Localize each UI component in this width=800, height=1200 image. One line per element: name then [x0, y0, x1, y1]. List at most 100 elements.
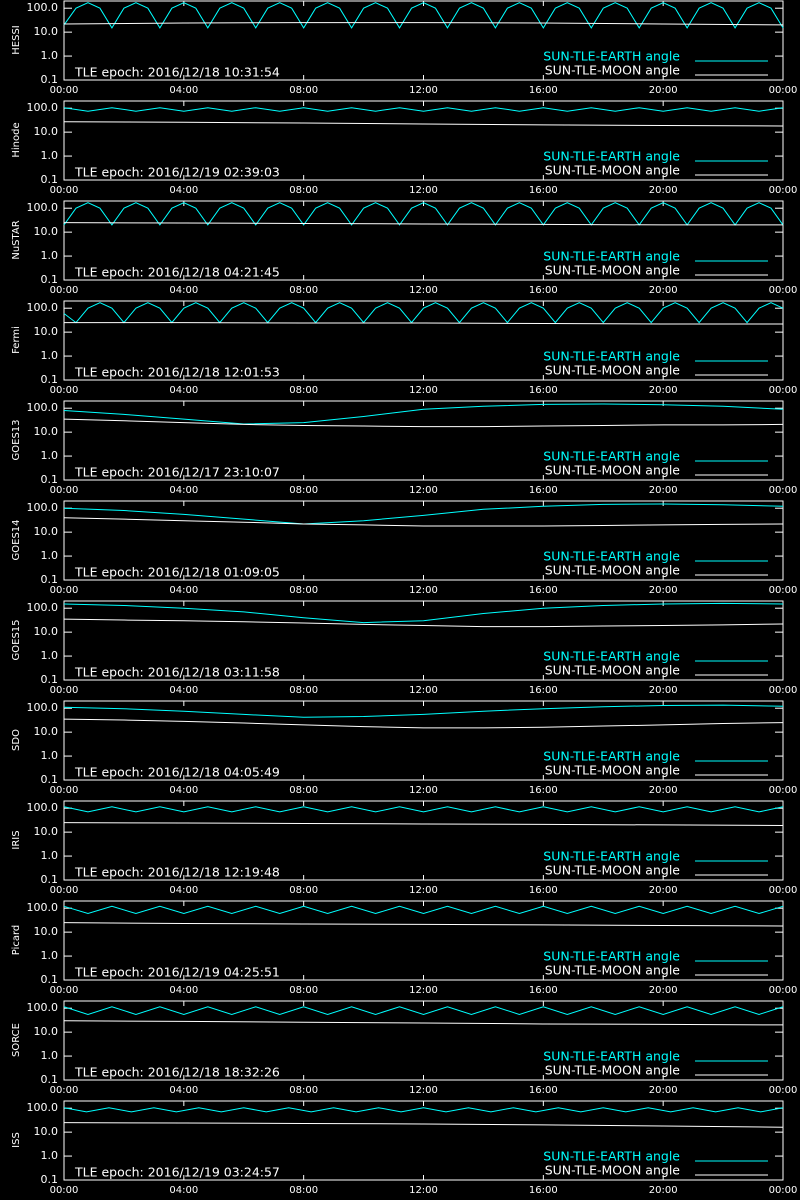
series-line [63, 618, 784, 628]
legend-label: SUN-TLE-MOON angle [545, 1063, 681, 1078]
y-tick-label: 100.0 [27, 801, 59, 814]
y-tick-label: 10.0 [34, 1125, 59, 1138]
y-tick-label: 0.1 [41, 373, 59, 386]
x-tick-label: 00:00 [50, 485, 79, 496]
legend-label: SUN-TLE-EARTH angle [543, 1049, 680, 1064]
x-tick-label: 04:00 [169, 685, 198, 696]
x-tick-label: 16:00 [529, 85, 558, 96]
y-axis-label: SDO [11, 729, 22, 751]
x-tick-label: 08:00 [289, 285, 318, 296]
annotation: TLE epoch: 2016/12/19 04:25:51 [74, 965, 280, 980]
x-tick-label: 00:00 [769, 885, 798, 896]
panel: 0.1 1.0 10.0 100.0 00:00 04:00 08:00 12:00 16:00… [11, 700, 797, 796]
legend-label: SUN-TLE-MOON angle [545, 63, 681, 78]
x-tick-label: 00:00 [50, 185, 79, 196]
panel: 0.1 1.0 10.0 100.0 00:00 04:00 08:00 12:00 16:00… [11, 800, 798, 896]
x-tick-label: 12:00 [409, 85, 438, 96]
legend-label: SUN-TLE-EARTH angle [543, 349, 680, 364]
x-tick-label: 00:00 [769, 485, 798, 496]
x-tick-label: 12:00 [409, 185, 438, 196]
x-tick-label: 08:00 [289, 585, 318, 596]
x-tick-label: 00:00 [50, 1185, 79, 1196]
x-tick-label: 16:00 [529, 585, 558, 596]
legend-label: SUN-TLE-EARTH angle [543, 1149, 680, 1164]
annotation: TLE epoch: 2016/12/18 04:21:45 [74, 265, 280, 280]
y-tick-label: 1.0 [41, 449, 59, 462]
series-line [63, 905, 784, 915]
y-tick-label: 100.0 [27, 601, 59, 614]
annotation: TLE epoch: 2016/12/18 12:19:48 [74, 865, 280, 880]
y-tick-label: 0.1 [41, 1073, 59, 1086]
x-tick-label: 20:00 [649, 485, 678, 496]
x-tick-label: 00:00 [50, 785, 79, 796]
x-tick-label: 12:00 [409, 485, 438, 496]
y-axis-label: IRIS [11, 830, 22, 849]
y-tick-label: 100.0 [27, 1, 59, 14]
legend-label: SUN-TLE-MOON angle [545, 1163, 681, 1178]
y-tick-label: 100.0 [27, 501, 59, 514]
series-line [63, 517, 784, 527]
legend-label: SUN-TLE-MOON angle [545, 663, 681, 678]
x-tick-label: 20:00 [649, 685, 678, 696]
x-tick-label: 20:00 [649, 985, 678, 996]
x-tick-label: 20:00 [649, 785, 678, 796]
x-tick-label: 16:00 [529, 785, 558, 796]
annotation: TLE epoch: 2016/12/18 01:09:05 [74, 565, 280, 580]
series-line [63, 2, 784, 29]
y-tick-label: 100.0 [27, 1001, 59, 1014]
y-tick-label: 100.0 [27, 101, 59, 114]
x-tick-label: 00:00 [769, 285, 798, 296]
legend-label: SUN-TLE-EARTH angle [543, 649, 680, 664]
y-tick-label: 0.1 [41, 473, 59, 486]
x-tick-label: 00:00 [769, 85, 798, 96]
annotation: TLE epoch: 2016/12/19 02:39:03 [74, 165, 280, 180]
x-tick-label: 08:00 [289, 485, 318, 496]
y-tick-label: 1.0 [41, 249, 59, 262]
panel: 0.1 1.0 10.0 100.0 00:00 04:00 08:00 12:00 16:00… [11, 0, 798, 96]
x-tick-label: 20:00 [649, 1085, 678, 1096]
annotation: TLE epoch: 2016/12/17 23:10:07 [74, 465, 280, 480]
y-tick-label: 100.0 [27, 1101, 59, 1114]
x-tick-label: 04:00 [169, 1085, 198, 1096]
x-tick-label: 20:00 [649, 385, 678, 396]
legend-label: SUN-TLE-EARTH angle [543, 549, 680, 564]
y-tick-label: 100.0 [27, 701, 59, 714]
legend-label: SUN-TLE-MOON angle [545, 563, 681, 578]
x-tick-label: 16:00 [529, 1085, 558, 1096]
x-tick-label: 16:00 [529, 885, 558, 896]
x-tick-label: 00:00 [50, 1085, 79, 1096]
y-tick-label: 100.0 [27, 201, 59, 214]
panel: 0.1 1.0 10.0 100.0 00:00 04:00 08:00 12:00 16:00… [11, 300, 798, 396]
series-line [63, 602, 784, 624]
x-tick-label: 08:00 [289, 685, 318, 696]
legend-label: SUN-TLE-EARTH angle [543, 749, 680, 764]
annotation: TLE epoch: 2016/12/18 18:32:26 [74, 1065, 280, 1080]
annotation: TLE epoch: 2016/12/18 10:31:54 [74, 65, 280, 80]
x-tick-label: 00:00 [769, 385, 798, 396]
series-line [63, 418, 784, 428]
series-line [63, 1122, 784, 1128]
x-tick-label: 16:00 [529, 485, 558, 496]
y-tick-label: 1.0 [41, 949, 59, 962]
x-tick-label: 00:00 [769, 585, 798, 596]
panel: 0.1 1.0 10.0 100.0 00:00 04:00 08:00 12:00 16:00… [11, 200, 798, 296]
series-line [64, 322, 783, 325]
x-tick-label: 04:00 [169, 285, 198, 296]
x-tick-label: 08:00 [289, 885, 318, 896]
series-line [63, 403, 784, 425]
x-tick-label: 12:00 [409, 285, 438, 296]
y-tick-label: 10.0 [34, 325, 59, 338]
y-tick-label: 0.1 [41, 573, 59, 586]
y-tick-label: 0.1 [41, 1173, 59, 1186]
y-axis-label: Picard [11, 925, 22, 956]
panel: 0.1 1.0 10.0 100.0 00:00 04:00 08:00 12:00 16:00… [11, 100, 798, 196]
y-axis-label: Fermi [11, 326, 22, 354]
y-tick-label: 10.0 [34, 525, 59, 538]
y-axis-label: HESSI [11, 25, 22, 54]
legend-label: SUN-TLE-EARTH angle [543, 849, 680, 864]
series-line [63, 121, 784, 127]
x-tick-label: 00:00 [769, 185, 798, 196]
y-axis-label: ISS [11, 1132, 22, 1148]
legend-label: SUN-TLE-MOON angle [545, 263, 681, 278]
y-tick-label: 100.0 [27, 401, 59, 414]
